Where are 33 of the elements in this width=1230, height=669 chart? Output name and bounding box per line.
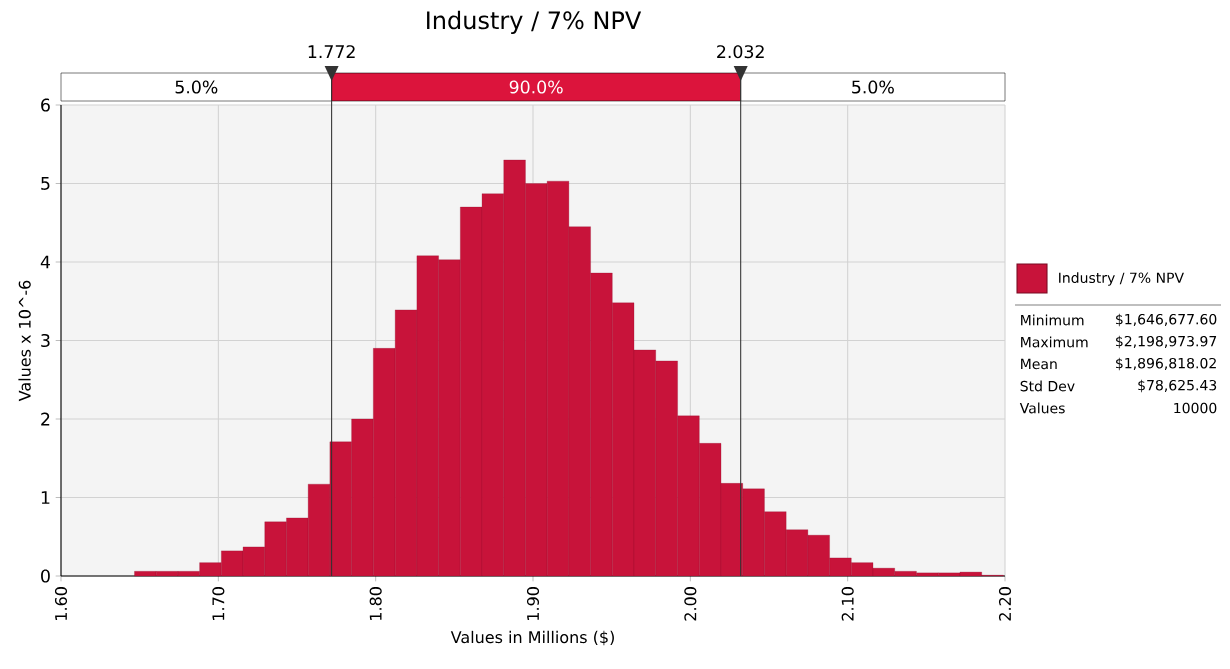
- text: $2,198,973.97: [1116, 335, 1217, 349]
- y-tick-label: 5: [41, 177, 50, 190]
- text: $1,646,677.60: [1116, 313, 1217, 327]
- x-tick-label: 2.00: [684, 587, 697, 621]
- y-tick-label: 1: [41, 491, 50, 504]
- text: 5.0%: [852, 80, 894, 94]
- x-tick-label: 2.10: [841, 587, 854, 621]
- x-tick-label: 1.60: [54, 587, 68, 620]
- y-tick-label: 3: [41, 333, 50, 348]
- ref-line-label: 1.772: [308, 45, 355, 58]
- ref-line-label: 2.032: [717, 45, 764, 59]
- x-tick-label: 2.20: [998, 587, 1012, 621]
- y-tick-label: 6: [41, 98, 50, 112]
- y-tick-label: 4: [40, 255, 50, 269]
- x-axis-title: Values in Millions ($): [450, 630, 614, 646]
- x-tick-label: 1.80: [369, 587, 382, 620]
- text: 5.0%: [175, 80, 218, 94]
- y-axis-title: Values x 10^-6: [18, 280, 31, 402]
- x-tick-label: 1.70: [212, 587, 225, 620]
- text: Maximum: [1021, 336, 1088, 348]
- text: $78,625.43: [1138, 379, 1217, 393]
- text: $1,896,818.02: [1116, 357, 1216, 371]
- legend-label: Industry / 7% NPV: [1059, 272, 1184, 286]
- text: Mean: [1021, 358, 1057, 370]
- y-tick-label: 0: [41, 569, 50, 583]
- text: 10000: [1174, 402, 1217, 414]
- y-tick-label: 2: [41, 412, 50, 426]
- text: Minimum: [1021, 314, 1084, 326]
- text: 90.0%: [509, 80, 563, 94]
- text: Std Dev: [1020, 380, 1075, 392]
- chart-title: Industry / 7% NPV: [427, 10, 642, 34]
- text: Values: [1019, 402, 1065, 414]
- x-tick-label: 1.90: [526, 587, 540, 620]
